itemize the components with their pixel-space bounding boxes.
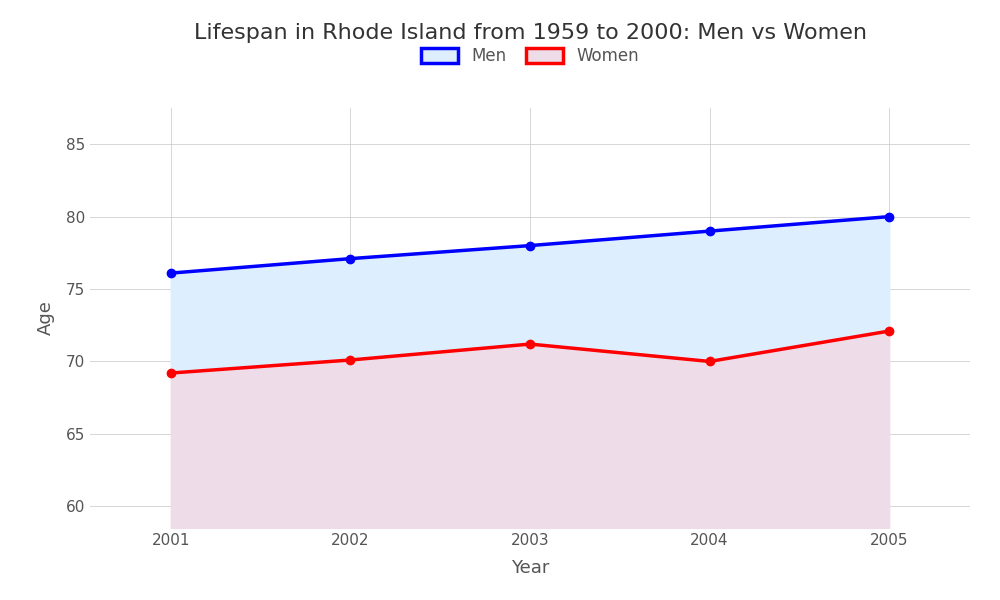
Legend: Men, Women: Men, Women <box>414 41 646 72</box>
Y-axis label: Age: Age <box>37 301 55 335</box>
X-axis label: Year: Year <box>511 559 549 577</box>
Title: Lifespan in Rhode Island from 1959 to 2000: Men vs Women: Lifespan in Rhode Island from 1959 to 20… <box>194 23 866 43</box>
